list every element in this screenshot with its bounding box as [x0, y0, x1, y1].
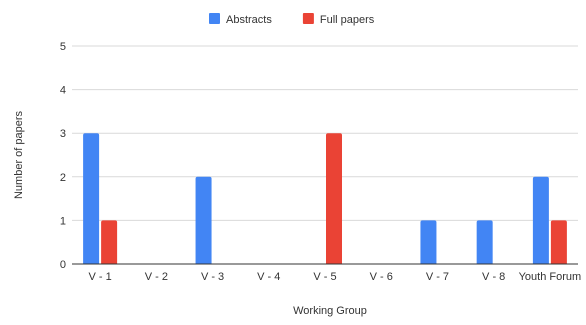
x-tick-label: V - 5 — [313, 271, 336, 283]
y-tick-label: 0 — [60, 259, 66, 271]
bar-abstracts — [476, 220, 493, 264]
x-tick-label: V - 2 — [145, 271, 168, 283]
x-tick-label: V - 4 — [257, 271, 280, 283]
y-axis-ticks: 0 1 2 3 4 5 — [60, 41, 66, 271]
y-tick-label: 3 — [60, 128, 66, 140]
x-axis-title: Working Group — [293, 305, 367, 317]
y-tick-label: 1 — [60, 215, 66, 227]
y-axis-title: Number of papers — [13, 110, 25, 199]
x-axis-ticks: V - 1 V - 2 V - 3 V - 4 V - 5 V - 6 V - 7 V - 8… — [88, 271, 581, 283]
legend-label: Full papers — [320, 14, 375, 26]
gridlines — [72, 45, 578, 221]
bar-full-papers — [326, 133, 342, 264]
bar-full-papers — [101, 220, 118, 264]
legend-swatch — [209, 13, 220, 24]
x-tick-label: V - 6 — [370, 271, 393, 283]
legend-label: Abstracts — [226, 14, 272, 26]
x-tick-label: V - 3 — [201, 271, 224, 283]
x-tick-label: V - 1 — [88, 271, 111, 283]
y-tick-label: 4 — [60, 85, 66, 97]
bar-abstracts — [532, 176, 549, 264]
bar-abstracts — [195, 176, 212, 264]
x-tick-label: V - 7 — [426, 271, 449, 283]
legend-swatch — [302, 13, 314, 24]
bars — [83, 133, 567, 264]
legend: Abstracts Full papers — [209, 13, 375, 26]
x-tick-label: V - 8 — [482, 271, 505, 283]
y-tick-label: 2 — [60, 172, 66, 184]
bar-abstracts — [420, 220, 437, 264]
y-tick-label: 5 — [60, 41, 66, 53]
bar-full-papers — [550, 220, 567, 264]
x-tick-label: Youth Forum — [519, 271, 582, 283]
bar-abstracts — [83, 133, 100, 264]
